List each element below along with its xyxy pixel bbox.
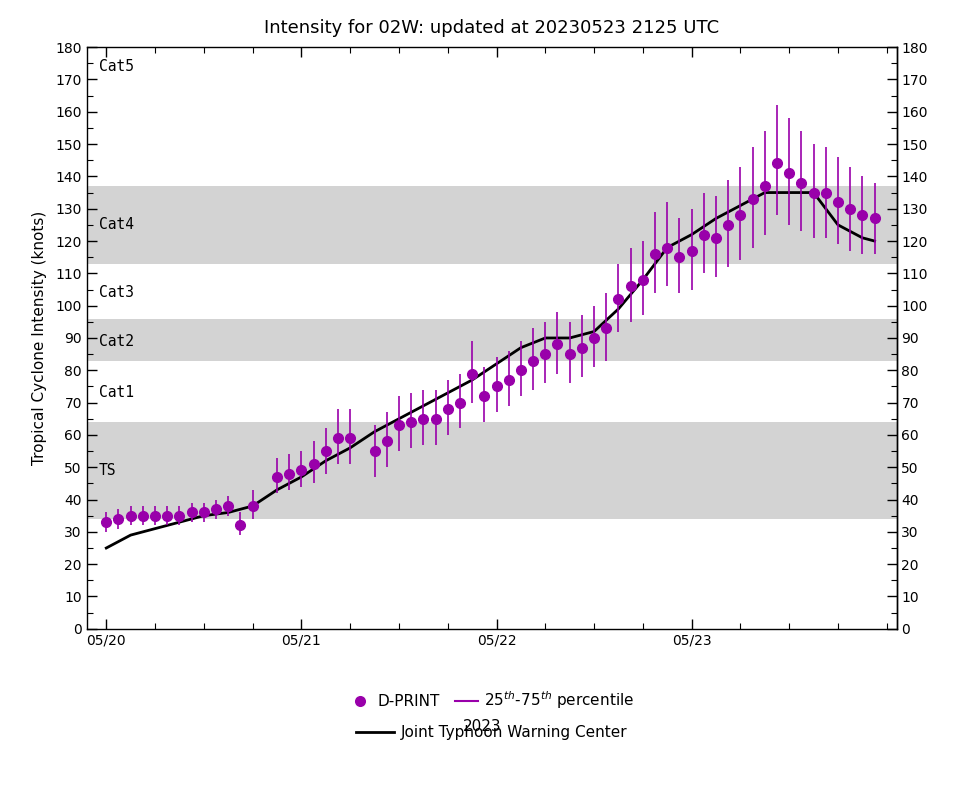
Text: Cat3: Cat3 — [99, 285, 134, 300]
Legend: Joint Typhoon Warning Center: Joint Typhoon Warning Center — [350, 719, 633, 746]
Text: Cat5: Cat5 — [99, 59, 134, 74]
Text: Cat4: Cat4 — [99, 218, 134, 233]
Text: Cat1: Cat1 — [99, 385, 134, 400]
Y-axis label: Tropical Cyclone Intensity (knots): Tropical Cyclone Intensity (knots) — [32, 211, 47, 465]
Title: Intensity for 02W: updated at 20230523 2125 UTC: Intensity for 02W: updated at 20230523 2… — [264, 20, 719, 37]
Text: TS: TS — [99, 463, 117, 478]
Text: 2023: 2023 — [463, 719, 501, 734]
Bar — [87, 186, 897, 263]
Bar — [87, 422, 897, 519]
Bar — [87, 318, 897, 361]
Text: Cat2: Cat2 — [99, 334, 134, 349]
